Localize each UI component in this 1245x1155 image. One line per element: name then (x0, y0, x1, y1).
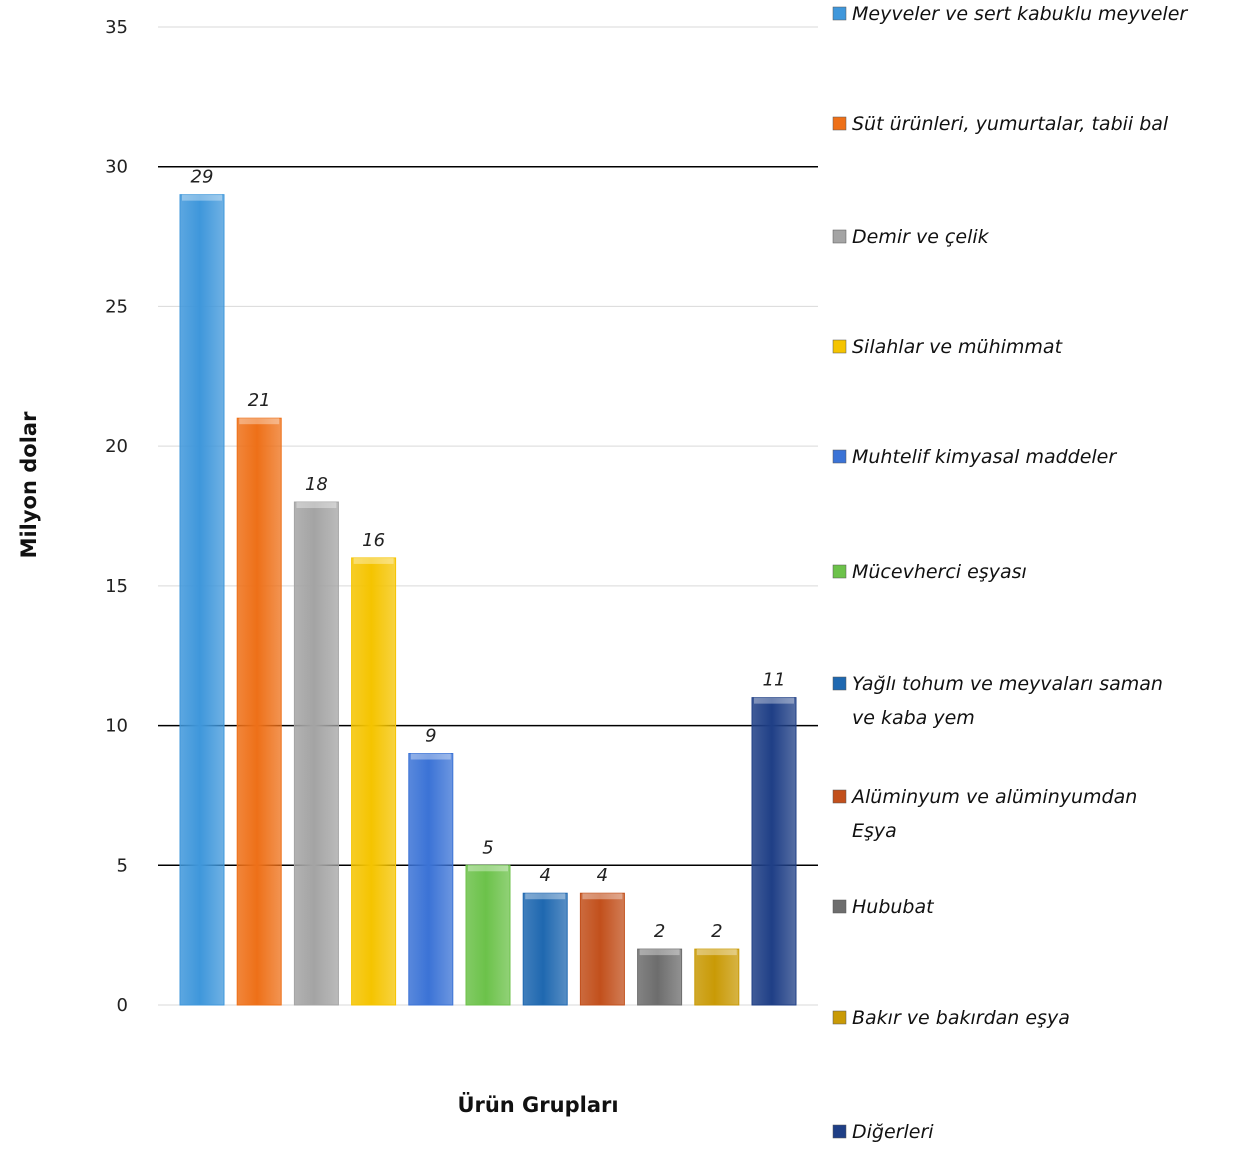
y-axis-ticks: 0 5 10 15 20 25 30 35 (105, 17, 128, 1016)
legend-label: Eşya (852, 820, 897, 842)
y-tick-label: 25 (105, 296, 128, 317)
legend-swatch (832, 449, 847, 464)
bar (236, 417, 282, 1006)
legend-swatch (832, 789, 847, 804)
data-label: 2 (654, 921, 665, 942)
bar-highlight (639, 949, 680, 956)
y-tick-label: 15 (105, 576, 128, 597)
data-labels: 29 21 18 16 9 5 4 4 2 2 11 (191, 167, 786, 942)
x-axis-title: Ürün Grupları (457, 1092, 618, 1117)
bar-highlight (239, 418, 280, 425)
legend: Meyveler ve sert kabuklu meyveler Süt ürü… (832, 3, 1188, 1143)
bar (351, 557, 397, 1006)
bar-highlight (582, 893, 623, 900)
legend-swatch (832, 6, 847, 21)
bar-highlight (525, 893, 566, 900)
data-label: 4 (597, 865, 608, 886)
bar-highlight (296, 502, 337, 509)
y-tick-label: 0 (117, 995, 128, 1016)
bar (293, 501, 339, 1006)
legend-label: Diğerleri (852, 1121, 934, 1143)
legend-label: Bakır ve bakırdan eşya (852, 1007, 1070, 1029)
legend-swatch (832, 899, 847, 914)
bar (694, 948, 740, 1006)
bar (408, 753, 454, 1006)
legend-label: Silahlar ve mühimmat (852, 336, 1064, 358)
legend-label: ve kaba yem (852, 707, 975, 729)
legend-swatch (832, 116, 847, 131)
bar (579, 892, 625, 1006)
bar-highlight (468, 865, 508, 872)
legend-swatch (832, 229, 847, 244)
bar (751, 697, 797, 1006)
bar-highlight (410, 753, 451, 760)
bar-highlight (696, 949, 737, 956)
y-tick-label: 20 (105, 436, 128, 457)
data-label: 21 (248, 390, 271, 411)
y-tick-label: 5 (117, 855, 128, 876)
legend-label: Süt ürünleri, yumurtalar, tabii bal (852, 113, 1169, 135)
y-tick-label: 10 (105, 716, 128, 737)
data-label: 18 (305, 474, 328, 495)
y-tick-label: 30 (105, 157, 128, 178)
legend-label: Meyveler ve sert kabuklu meyveler (852, 3, 1188, 25)
legend-swatch (832, 676, 847, 691)
bar-highlight (754, 697, 794, 704)
bars (179, 194, 797, 1006)
legend-label: Demir ve çelik (852, 226, 990, 248)
bar-highlight (353, 557, 394, 564)
data-label: 4 (539, 865, 550, 886)
data-label: 11 (763, 670, 786, 691)
legend-swatch (832, 1010, 847, 1025)
legend-swatch (832, 564, 847, 579)
data-label: 29 (191, 167, 214, 188)
legend-swatch (832, 1124, 847, 1139)
bar-highlight (182, 194, 222, 201)
y-tick-label: 35 (105, 17, 128, 38)
legend-swatch (832, 339, 847, 354)
legend-label: Muhtelif kimyasal maddeler (852, 446, 1117, 468)
data-label: 2 (711, 921, 722, 942)
bar (179, 194, 225, 1006)
data-label: 5 (482, 837, 493, 858)
bar (465, 864, 511, 1006)
data-label: 16 (362, 530, 385, 551)
bar (522, 892, 568, 1006)
bar (637, 948, 683, 1006)
legend-label: Alüminyum ve alüminyumdan (850, 786, 1137, 808)
legend-label: Mücevherci eşyası (852, 561, 1027, 583)
legend-label: Yağlı tohum ve meyvaları saman (852, 673, 1163, 695)
y-axis-title: Milyon dolar (17, 411, 41, 559)
legend-label: Hububat (852, 896, 935, 918)
data-label: 9 (425, 726, 436, 747)
